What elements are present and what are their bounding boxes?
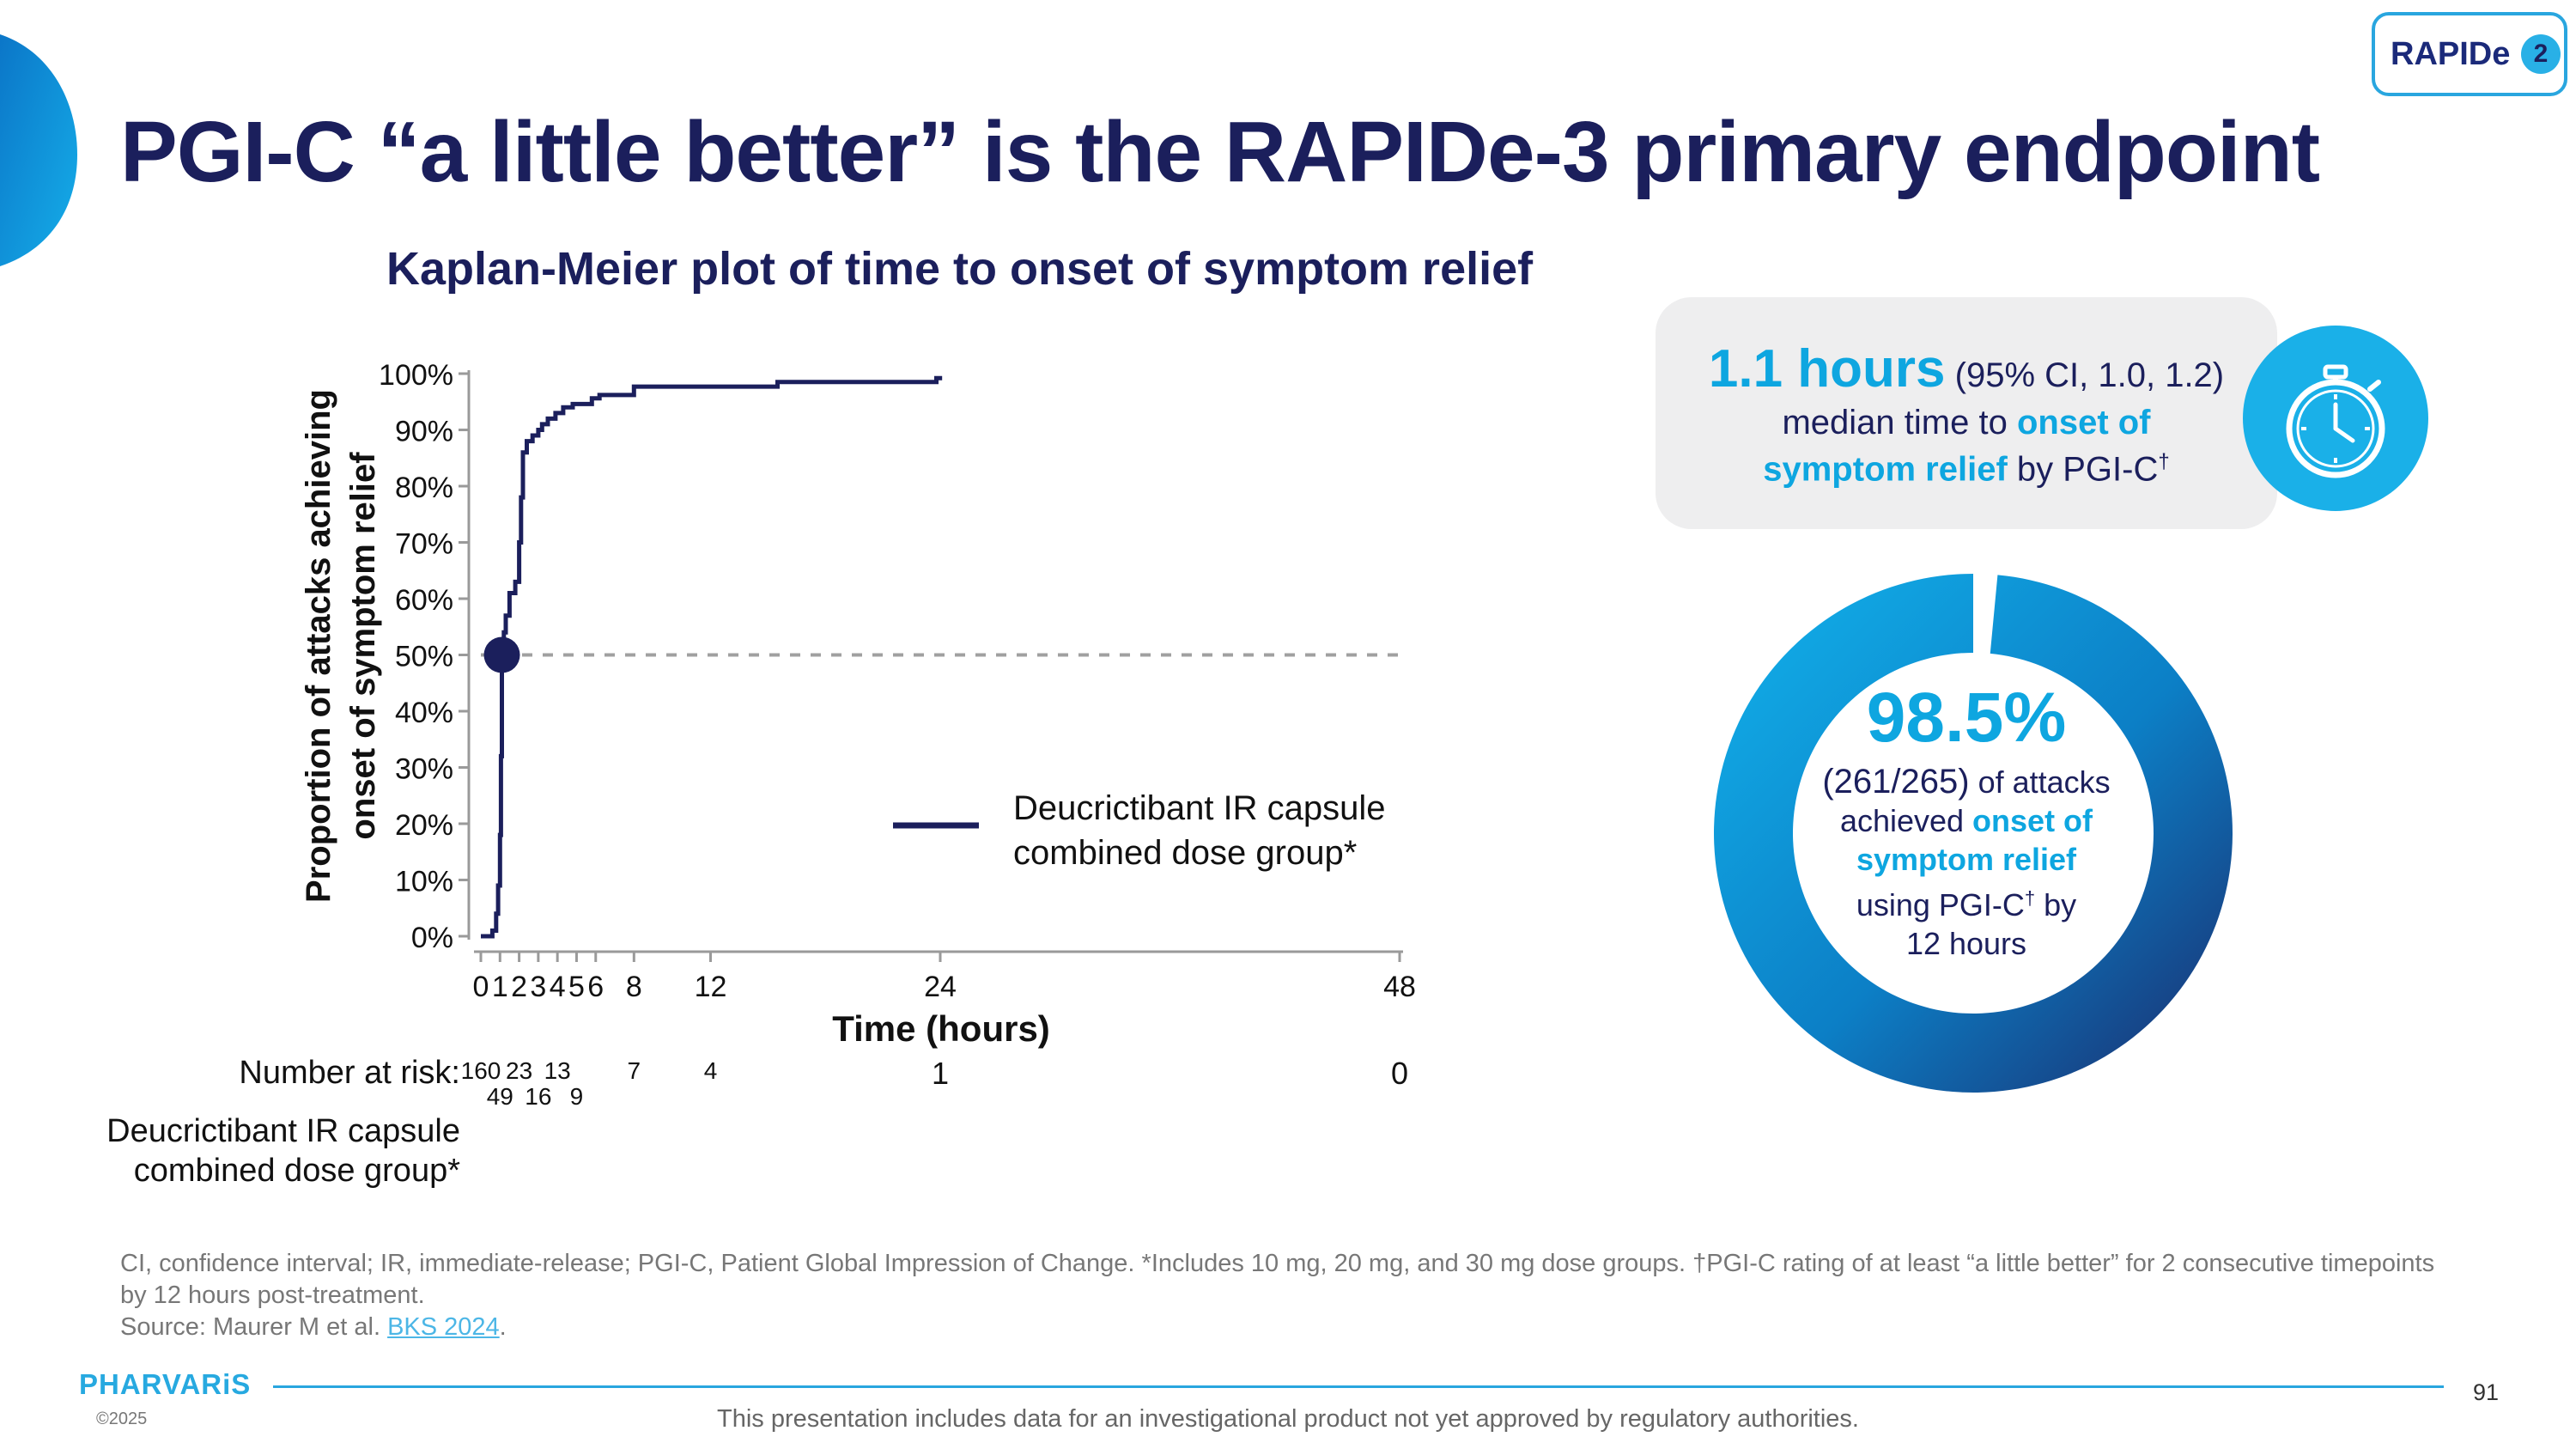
y-tick-label: 80% — [395, 472, 453, 504]
dagger-mark-2: † — [2024, 887, 2036, 909]
x-tick-label: 2 — [511, 971, 527, 1003]
risk-value: 7 — [628, 1057, 641, 1084]
x-tick-label: 8 — [626, 971, 642, 1003]
source-line: Source: Maurer M et al. BKS 2024. — [120, 1312, 2456, 1343]
y-axis-title-line-1: Proportion of attacks achieving — [300, 389, 337, 903]
risk-value: 13 — [544, 1057, 571, 1084]
logo-badge: 2 — [2521, 34, 2561, 74]
risk-value: 23 — [506, 1057, 532, 1084]
y-tick-label: 0% — [411, 922, 453, 954]
pharvaris-logo: PHARVARiS — [79, 1368, 252, 1400]
donut-highlight: onset of — [1972, 803, 2093, 838]
page-number: 91 — [2473, 1379, 2500, 1405]
source-prefix: Source: Maurer M et al. — [120, 1313, 388, 1341]
median-line-2: median time to onset of — [1656, 404, 2277, 442]
median-highlight-2: symptom relief — [1763, 450, 2008, 489]
dagger-mark: † — [2158, 450, 2170, 473]
kaplan-meier-chart: Proportion of attacks achieving onset of… — [300, 359, 1416, 1110]
x-tick-label: 6 — [587, 971, 604, 1003]
donut-chart — [1714, 574, 2233, 1093]
donut-line-5: 12 hours — [1905, 926, 2027, 961]
x-tick-label: 5 — [568, 971, 585, 1003]
median-text-2: by PGI-C — [2007, 450, 2159, 489]
x-tick-label: 3 — [530, 971, 546, 1003]
chart-axes: 0%10%20%30%40%50%60%70%80%90%100%0 1 2 3 4 5 6… — [379, 359, 1416, 1003]
risk-value: 160 — [461, 1057, 501, 1084]
median-time-panel: 1.1 hours (95% CI, 1.0, 1.2) median time… — [1656, 297, 2277, 529]
x-axis-title: Time (hours) — [832, 1008, 1050, 1049]
x-tick-label: 48 — [1383, 971, 1416, 1003]
copyright: ©2025 — [96, 1409, 148, 1428]
donut-count: (261/265) — [1822, 763, 1970, 801]
source-suffix: . — [499, 1313, 507, 1341]
x-tick-label: 1 — [492, 971, 508, 1003]
y-tick-label: 30% — [395, 753, 453, 786]
source-link[interactable]: BKS 2024 — [387, 1313, 500, 1341]
km-curve — [481, 375, 943, 939]
footer-divider — [273, 1385, 2444, 1388]
y-tick-label: 20% — [395, 809, 453, 842]
donut-percent: 98.5% — [1866, 679, 2067, 757]
donut-line-2: achieved onset of — [1812, 801, 2121, 840]
y-axis-title: Proportion of attacks achieving onset of… — [300, 389, 382, 903]
risk-value: 4 — [704, 1057, 718, 1084]
donut-text-2: achieved — [1839, 803, 1973, 838]
footnote: CI, confidence interval; IR, immediate-r… — [120, 1248, 2456, 1343]
donut-text-3: using PGI-C — [1856, 887, 2025, 922]
x-tick-label: 0 — [473, 971, 489, 1003]
risk-table-label: Number at risk: — [239, 1055, 460, 1091]
median-line-3: symptom relief by PGI-C† — [1656, 450, 2277, 489]
disclaimer: This presentation includes data for an i… — [717, 1405, 1859, 1433]
corner-decoration — [0, 34, 77, 266]
donut-line-3: symptom relief — [1856, 842, 2077, 877]
page-title: PGI-C “a little better” is the RAPIDe-3 … — [120, 104, 2320, 200]
median-highlight: onset of — [2016, 404, 2151, 441]
donut-center-text: 98.5% (261/265) of attacks achieved onse… — [1812, 679, 2121, 963]
donut-segment-achieved — [1714, 574, 2233, 1093]
x-tick-label: 4 — [550, 971, 566, 1003]
logo-text: RAPIDe — [2391, 36, 2511, 72]
y-tick-label: 90% — [395, 416, 453, 448]
y-tick-label: 100% — [379, 359, 453, 392]
y-tick-label: 60% — [395, 584, 453, 617]
risk-value: 1 — [932, 1056, 949, 1091]
risk-group-line-1: Deucrictibant IR capsule — [106, 1113, 460, 1149]
risk-value: 9 — [570, 1083, 584, 1110]
risk-value: 16 — [525, 1083, 551, 1110]
y-tick-label: 70% — [395, 528, 453, 561]
legend-label-line-1: Deucrictibant IR capsule — [1013, 789, 1386, 827]
x-tick-label: 12 — [695, 971, 727, 1003]
y-tick-label: 40% — [395, 697, 453, 729]
legend-label-line-2: combined dose group* — [1013, 834, 1357, 872]
median-line-1: 1.1 hours (95% CI, 1.0, 1.2) — [1656, 338, 2277, 399]
stopwatch-icon — [2243, 326, 2428, 511]
chart-title: Kaplan-Meier plot of time to onset of sy… — [386, 243, 1534, 295]
median-text: median time to — [1782, 404, 2017, 441]
chart-legend: Deucrictibant IR capsule combined dose g… — [893, 789, 1386, 872]
risk-group-line-2: combined dose group* — [133, 1153, 460, 1189]
donut-text-4: by — [2035, 887, 2077, 922]
median-value: 1.1 hours — [1708, 339, 1946, 399]
x-tick-label: 24 — [924, 971, 957, 1003]
donut-text: of attacks — [1969, 764, 2111, 800]
donut-arc-group — [1714, 574, 2233, 1093]
risk-value: 49 — [487, 1083, 513, 1110]
donut-line-1: (261/265) of attacks — [1812, 763, 2121, 801]
rapide-logo: RAPIDe 2 — [2372, 12, 2567, 96]
donut-line-4: using PGI-C† by — [1812, 879, 2121, 924]
series-group — [481, 375, 943, 939]
footnote-text: CI, confidence interval; IR, immediate-r… — [120, 1250, 2435, 1309]
risk-value: 0 — [1391, 1056, 1408, 1091]
y-tick-label: 10% — [395, 866, 453, 898]
median-ci: (95% CI, 1.0, 1.2) — [1954, 356, 2225, 394]
y-tick-label: 50% — [395, 641, 453, 673]
y-axis-title-line-2: onset of symptom relief — [344, 452, 382, 840]
median-marker — [483, 636, 520, 673]
